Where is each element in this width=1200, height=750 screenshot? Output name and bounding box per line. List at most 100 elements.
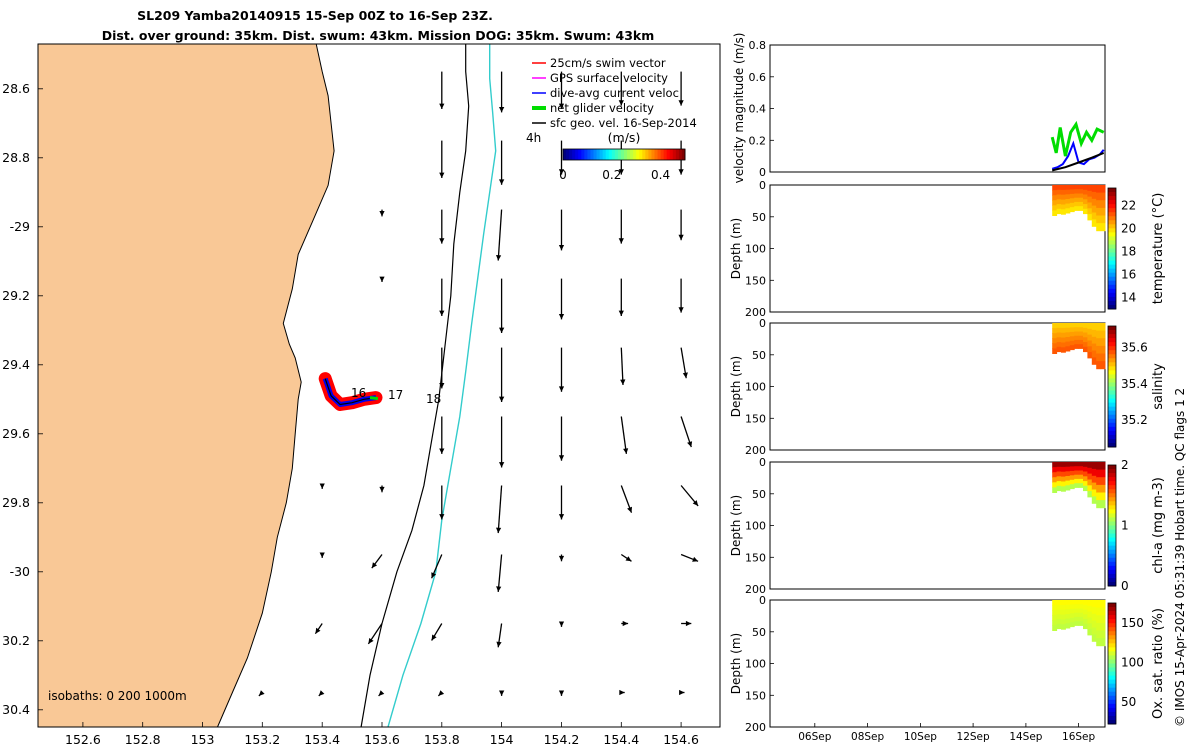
current-vector-head <box>439 172 445 178</box>
footer-credit: © IMOS 15-Apr-2024 05:31:39 Hobart time.… <box>1173 388 1187 727</box>
colorbar-tick-label: 2 <box>1121 458 1129 472</box>
profile-cell <box>1065 332 1071 338</box>
colorbar-segment <box>1108 655 1116 660</box>
profile-cell <box>1069 613 1075 619</box>
profile-cell <box>1061 189 1066 196</box>
colorbar-segment <box>1108 477 1116 482</box>
profile-cell <box>1078 206 1084 211</box>
profile-cell <box>1091 212 1097 220</box>
colorbar-segment <box>1108 284 1116 290</box>
y-tick-label: 30.4 <box>2 702 30 717</box>
colorbar-segment <box>1108 232 1116 237</box>
y-tick-label: 28.6 <box>2 81 30 96</box>
profile-cell <box>1052 328 1058 334</box>
isobath-1000m <box>387 44 497 728</box>
colorbar-segment <box>1108 260 1116 266</box>
salinity-panel-frame <box>769 322 1106 451</box>
colorbar-tick-label: 14 <box>1121 291 1136 305</box>
profile-cell <box>1100 223 1106 232</box>
profile-cell <box>1078 470 1084 476</box>
profile-cell <box>1065 337 1071 343</box>
y-tick-label: 0.4 <box>749 103 767 116</box>
colorbar-segment <box>1108 497 1116 502</box>
profile-cell <box>1074 185 1080 190</box>
profile-cell <box>1056 332 1062 338</box>
profile-cell <box>1074 600 1080 605</box>
colorbar-segment <box>1108 256 1116 262</box>
depth-axis-label: Depth (m) <box>729 218 743 279</box>
current-vector-head <box>692 500 699 506</box>
profile-cell <box>1087 190 1093 198</box>
profile-cell <box>1052 615 1058 621</box>
profile-cell <box>1083 204 1088 210</box>
profile-cell <box>1096 223 1102 232</box>
profile-cell <box>1056 614 1062 620</box>
current-vector <box>497 554 503 592</box>
track-label-16: 16 <box>351 386 366 400</box>
colorbar-segment <box>1108 667 1116 673</box>
track-label-18: 18 <box>426 392 441 406</box>
colorbar-segment <box>1108 501 1116 506</box>
profile-cell <box>1074 621 1080 626</box>
colorbar-segment <box>1108 374 1116 379</box>
colorbar-segment <box>1108 623 1116 628</box>
profile-cell <box>1061 609 1066 616</box>
profile-cell <box>1078 604 1084 609</box>
legend-entry: 25cm/s swim vector <box>550 56 666 70</box>
y-tick-label: 29.4 <box>2 357 30 372</box>
profile-cell <box>1096 477 1102 486</box>
profile-cell <box>1056 199 1062 205</box>
profile-cell <box>1069 622 1075 628</box>
x-tick-label: 153.2 <box>244 732 280 747</box>
colorbar-segment <box>611 149 616 160</box>
profile-cell <box>1083 323 1088 329</box>
colorbar-label: chl-a (mg m-3) <box>1151 477 1166 574</box>
profile-cell <box>1078 478 1084 484</box>
profile-cell <box>1065 471 1071 477</box>
profile-cell <box>1083 327 1088 334</box>
profile-cell <box>1065 189 1071 195</box>
colorbar-segment <box>1108 573 1116 579</box>
current-vector-head <box>319 483 325 489</box>
profile-cell <box>1065 327 1071 333</box>
profile-cell <box>1078 189 1084 194</box>
current-vector-head <box>496 255 502 261</box>
profile-cell <box>1083 337 1088 343</box>
profile-cell <box>1096 630 1102 639</box>
colorbar-segment <box>1108 663 1116 669</box>
colorbar-segment <box>651 149 655 160</box>
profile-cell <box>1078 608 1084 614</box>
profile-cell <box>1061 337 1066 343</box>
profile-cell <box>1065 618 1071 624</box>
profile-cell <box>1065 480 1071 486</box>
colorbar-frame <box>1107 325 1117 448</box>
colorbar-segment <box>1108 469 1116 474</box>
colorbar-segment <box>1108 493 1116 498</box>
colorbar-segment <box>599 149 604 160</box>
colorbar-segment <box>1108 529 1116 535</box>
colorbar-frame <box>1107 602 1117 725</box>
profile-cell <box>1065 485 1071 491</box>
profile-cell <box>1056 327 1062 334</box>
profile-cell <box>1061 624 1066 630</box>
profile-cell <box>1100 492 1106 501</box>
map-frame <box>37 43 721 728</box>
profile-cell <box>1087 611 1093 618</box>
legend-interval-label: 4h <box>526 131 541 145</box>
y-tick-label: 200 <box>745 721 766 734</box>
current-vector-head <box>618 169 624 175</box>
profile-cell <box>1100 600 1106 609</box>
colorbar-segment <box>1108 438 1116 444</box>
colorbar-tick-label: 100 <box>1121 655 1144 669</box>
chl-a-panel-frame <box>769 461 1106 590</box>
profile-cell <box>1052 205 1058 211</box>
profile-cell <box>1091 468 1097 477</box>
x-tick-label: 154.2 <box>544 732 580 747</box>
colorbar-tick-label: 22 <box>1121 198 1136 212</box>
profile-cell <box>1096 345 1102 354</box>
x-tick-label: 153.4 <box>304 732 340 747</box>
profile-cell <box>1069 604 1075 610</box>
profile-cell <box>1100 361 1106 370</box>
profile-cell <box>1061 332 1066 339</box>
